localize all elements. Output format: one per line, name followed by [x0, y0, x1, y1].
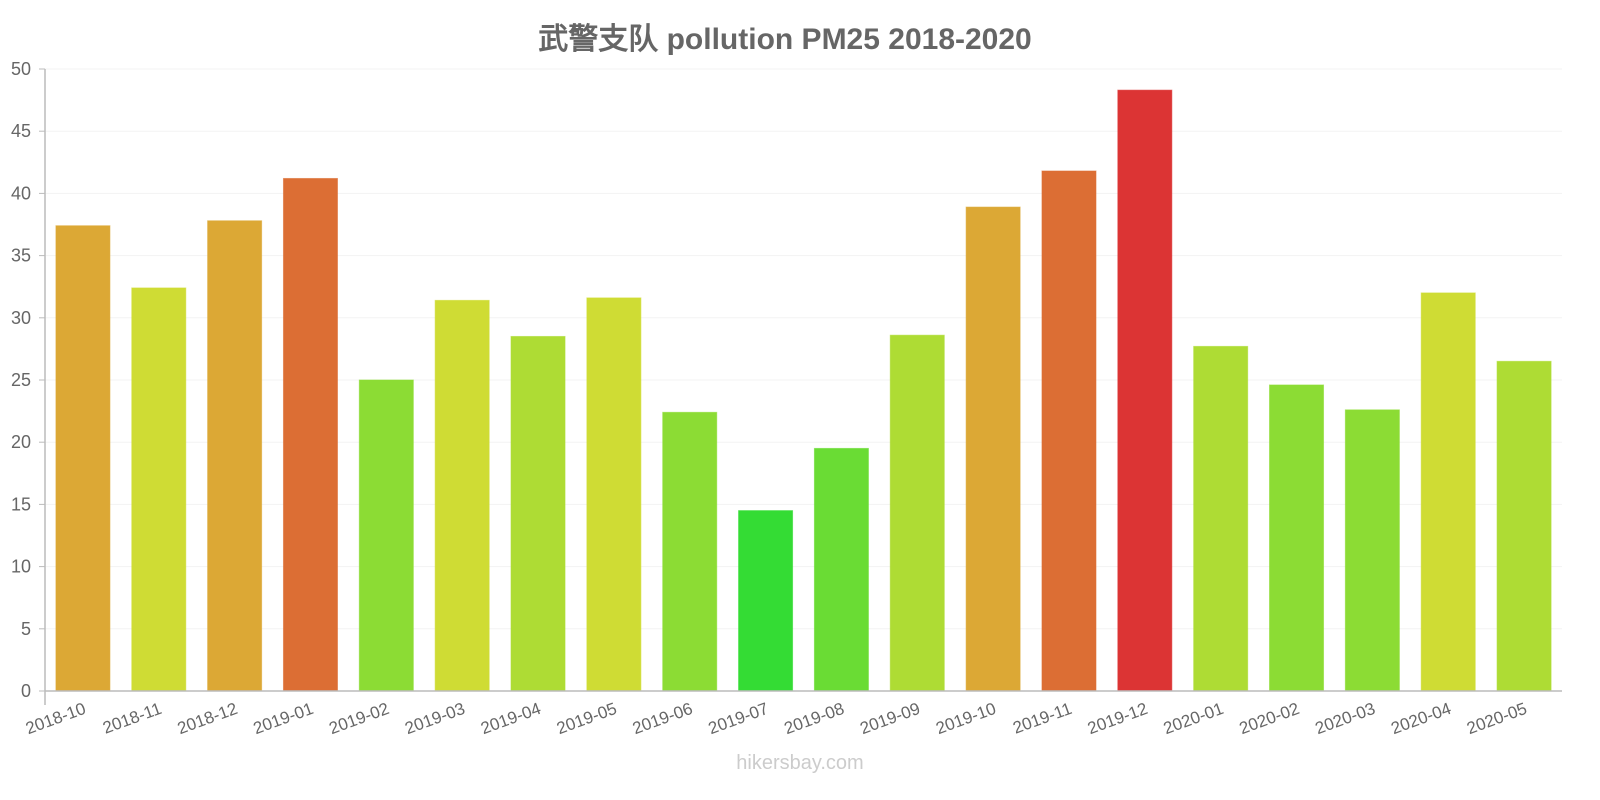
watermark: hikersbay.com	[736, 752, 864, 774]
y-tick-label: 35	[11, 246, 31, 266]
x-tick-label: 2019-11	[1010, 699, 1074, 738]
y-tick-label: 5	[21, 619, 31, 639]
y-tick-label: 50	[11, 59, 31, 79]
x-tick-label: 2018-12	[175, 699, 240, 738]
x-tick-label: 2019-09	[858, 699, 923, 738]
y-tick-label: 40	[11, 183, 31, 203]
bar-2020-03[interactable]	[1344, 409, 1400, 692]
x-tick-label: 2020-03	[1313, 699, 1378, 738]
bar-2018-12[interactable]	[207, 220, 263, 692]
bar-2020-01[interactable]	[1193, 345, 1249, 692]
x-axis: 2018-10 2018-11 2018-12 2019-01 2019-02 2019-…	[23, 690, 1562, 738]
x-tick-label: 2019-10	[933, 699, 998, 738]
x-tick-label: 2019-12	[1085, 699, 1150, 738]
x-tick-label: 2019-01	[251, 699, 316, 738]
bar-2020-04[interactable]	[1420, 292, 1476, 692]
y-tick-label: 25	[11, 370, 31, 390]
x-tick-label: 2020-02	[1237, 699, 1302, 738]
x-tick-label: 2020-05	[1464, 699, 1529, 738]
y-tick-label: 20	[11, 432, 31, 452]
bar-2019-03[interactable]	[434, 299, 490, 692]
x-tick-label: 2018-11	[100, 699, 164, 738]
y-tick-label: 30	[11, 308, 31, 328]
bar-2019-10[interactable]	[965, 206, 1021, 692]
x-tick-label: 2019-07	[706, 699, 771, 738]
x-tick-label: 2019-06	[630, 699, 695, 738]
bar-2019-11[interactable]	[1041, 170, 1097, 692]
bar-2019-06[interactable]	[662, 411, 718, 692]
chart-title: 武警支队 pollution PM25 2018-2020	[538, 23, 1032, 56]
bar-2018-10[interactable]	[55, 225, 111, 692]
bar-2019-05[interactable]	[586, 297, 642, 692]
x-tick-label: 2020-01	[1161, 699, 1226, 738]
x-tick-label: 2019-05	[554, 699, 619, 738]
bars	[55, 89, 1552, 692]
bar-2018-11[interactable]	[131, 287, 187, 692]
x-tick-label: 2020-04	[1388, 699, 1453, 738]
y-tick-label: 45	[11, 121, 31, 141]
bar-2020-05[interactable]	[1496, 360, 1552, 692]
x-tick-label: 2019-02	[327, 699, 392, 738]
bar-2020-02[interactable]	[1269, 384, 1325, 692]
y-axis: 0 5 10 15 20 25 30 35 40 45 50	[11, 59, 46, 705]
y-tick-label: 0	[21, 681, 31, 701]
y-tick-label: 15	[11, 494, 31, 514]
y-tick-label: 10	[11, 557, 31, 577]
bar-2019-09[interactable]	[889, 334, 945, 692]
bar-2019-01[interactable]	[282, 177, 338, 692]
bar-2019-08[interactable]	[813, 447, 869, 692]
bar-2019-04[interactable]	[510, 335, 566, 692]
gridlines	[45, 68, 1562, 630]
bar-2019-07[interactable]	[738, 510, 794, 692]
bar-2019-12[interactable]	[1117, 89, 1173, 692]
x-tick-label: 2019-08	[782, 699, 847, 738]
x-tick-label: 2018-10	[23, 699, 88, 738]
x-tick-label: 2019-04	[478, 699, 543, 738]
bar-2019-02[interactable]	[358, 379, 414, 692]
x-tick-label: 2019-03	[402, 699, 467, 738]
